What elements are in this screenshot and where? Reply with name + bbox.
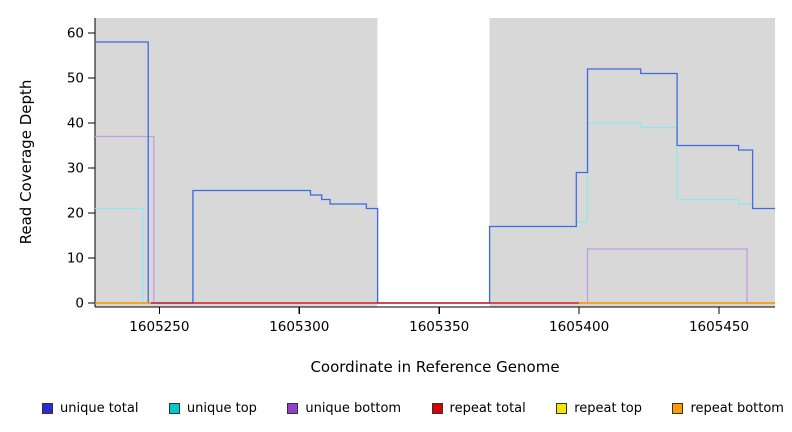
legend-item-unique-total: unique total [42, 401, 138, 416]
y-tick-label: 50 [67, 71, 84, 87]
y-tick-label: 10 [67, 251, 84, 267]
y-tick-label: 30 [67, 161, 84, 177]
y-tick-label: 20 [67, 206, 84, 222]
series-line-unique-bottom [95, 135, 775, 304]
y-axis-title: Read Coverage Depth [17, 79, 35, 245]
legend-label: unique bottom [305, 401, 402, 416]
x-axis-title: Coordinate in Reference Genome [310, 358, 560, 376]
legend-label: unique top [186, 401, 257, 416]
legend-label: repeat top [574, 401, 642, 416]
x-tick-label: 1605350 [409, 319, 469, 335]
legend-item-repeat-top: repeat top [556, 401, 642, 416]
y-tick-label: 40 [67, 116, 84, 132]
x-tick-label: 1605250 [129, 319, 189, 335]
legend-item-unique-top: unique top [168, 401, 257, 416]
x-tick-label: 1605450 [689, 319, 749, 335]
legend-swatch-unique-top [168, 403, 180, 414]
legend-swatch-repeat-top [556, 403, 568, 414]
legend-item-unique-bottom: unique bottom [287, 401, 401, 416]
x-tick-label: 1605400 [549, 319, 609, 335]
legend-label: repeat bottom [690, 401, 784, 416]
y-tick-label: 60 [67, 26, 84, 42]
legend-label: unique total [60, 401, 139, 416]
legend-item-repeat-total: repeat total [431, 401, 526, 416]
y-tick-label: 0 [75, 296, 84, 312]
legend-swatch-repeat-total [431, 403, 443, 414]
legend-swatch-repeat-bottom [672, 403, 684, 414]
legend-item-repeat-bottom: repeat bottom [672, 401, 784, 416]
legend-swatch-unique-bottom [287, 403, 299, 414]
legend-swatch-unique-total [42, 403, 53, 414]
uncovered-region [377, 18, 490, 307]
legend: unique total unique top unique bottom repea… [42, 401, 784, 416]
x-tick-label: 1605300 [269, 319, 329, 335]
legend-label: repeat total [449, 401, 526, 416]
